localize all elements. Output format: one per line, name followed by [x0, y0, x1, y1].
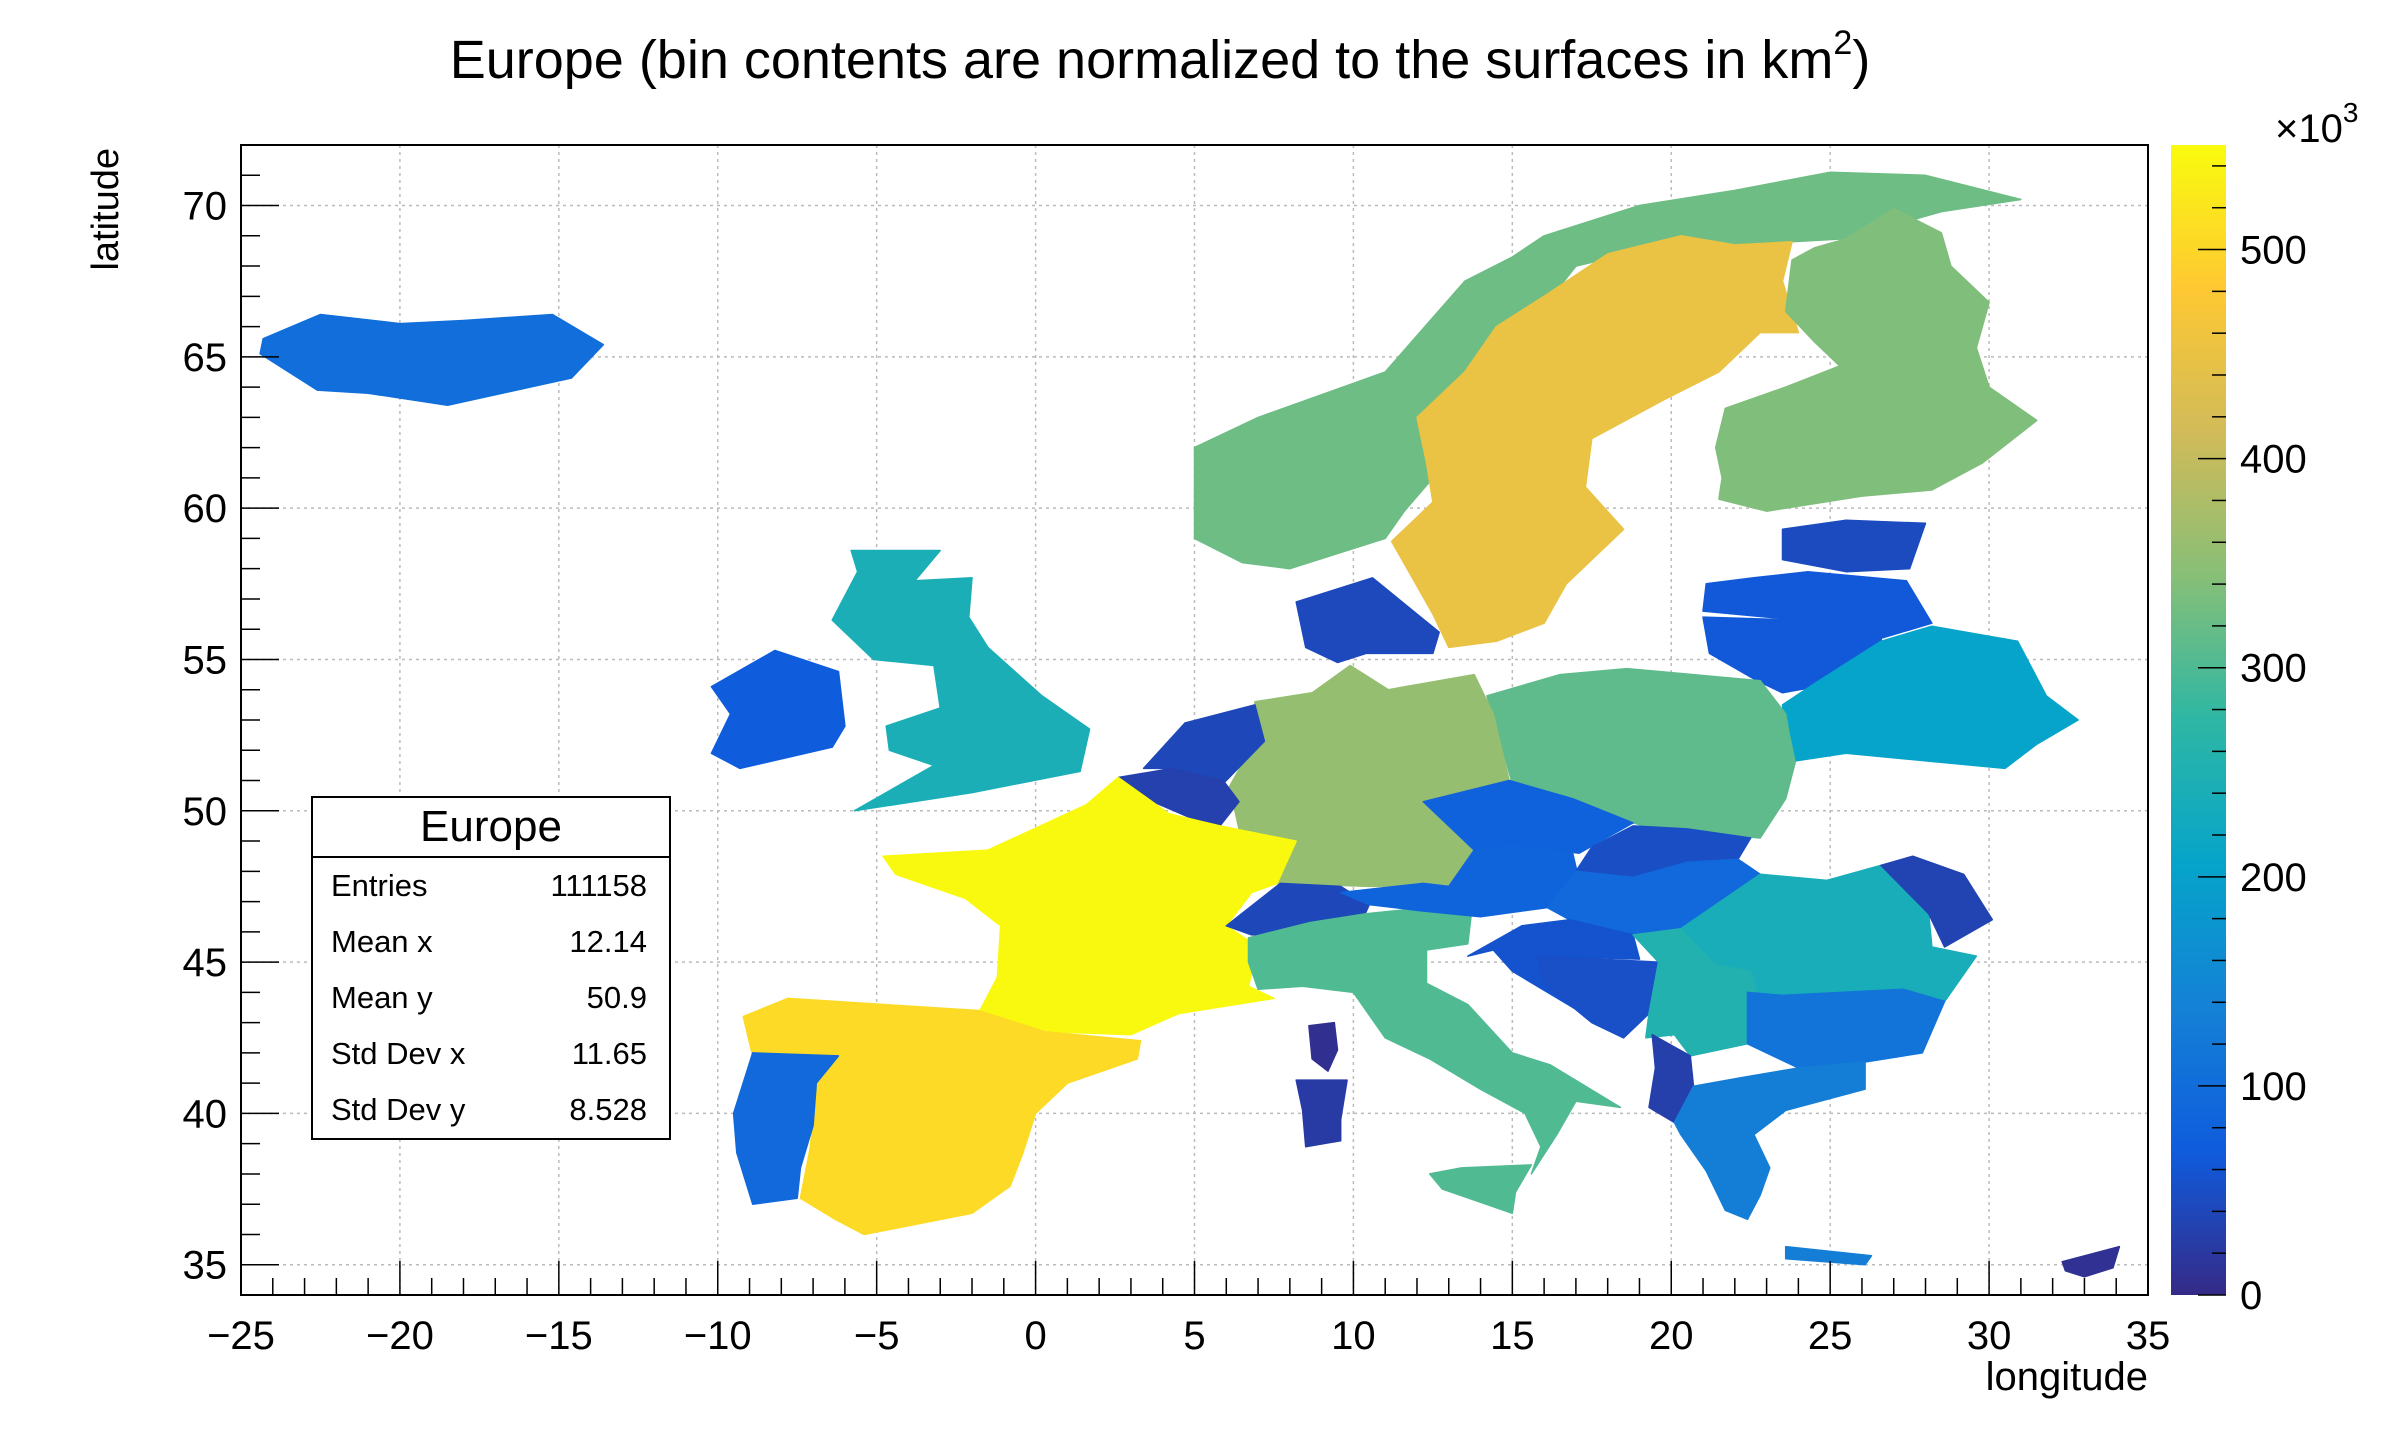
stats-rows: Entries 111158 Mean x 12.14 Mean y 50.9 Std De…	[313, 858, 669, 1138]
color-scale: 0 100 200 300 400 500	[2171, 145, 2307, 1318]
y-tick-label: 40	[183, 1092, 228, 1136]
x-tick-label: 35	[2126, 1314, 2171, 1358]
region-united-kingdom	[831, 549, 1091, 812]
y-tick-label: 55	[183, 638, 228, 682]
stats-value: 111158	[550, 868, 647, 903]
region-greece	[1673, 1061, 1866, 1221]
map-regions	[259, 171, 2121, 1278]
region-austria	[1339, 840, 1580, 918]
region-sicily	[1428, 1164, 1533, 1215]
color-scale-bar	[2171, 145, 2226, 1295]
region-serbia	[1632, 928, 1765, 1057]
color-scale-label: 200	[2240, 856, 2307, 900]
x-tick-label: −15	[525, 1314, 593, 1358]
stats-label: Mean x	[331, 924, 433, 959]
x-tick-label: 15	[1490, 1314, 1535, 1358]
stats-label: Std Dev y	[331, 1092, 466, 1127]
stats-row: Std Dev x 11.65	[313, 1026, 669, 1082]
region-czech-republic	[1422, 779, 1634, 854]
stats-title: Europe	[313, 798, 669, 858]
region-iceland	[259, 313, 605, 407]
color-scale-label: 100	[2240, 1065, 2307, 1109]
color-scale-label: 300	[2240, 647, 2307, 691]
region-crete	[1784, 1245, 1873, 1266]
axes: −25 −20 −15 −10 −5 0 5 10 15 20 25 30 35 35 40 45 50 55 60…	[183, 144, 2171, 1358]
region-ireland	[710, 649, 846, 770]
x-tick-label: 20	[1649, 1314, 1694, 1358]
region-belarus	[1781, 625, 2079, 770]
stats-value: 11.65	[571, 1036, 647, 1071]
x-tick-label: −10	[684, 1314, 752, 1358]
x-tick-label: −5	[854, 1314, 900, 1358]
x-tick-label: 10	[1331, 1314, 1376, 1358]
stats-row: Mean y 50.9	[313, 970, 669, 1026]
x-tick-label: 5	[1183, 1314, 1205, 1358]
region-moldova	[1880, 855, 1994, 948]
stats-value: 12.14	[569, 924, 647, 959]
chart-title: Europe (bin contents are normalized to t…	[450, 24, 1871, 90]
stats-row: Std Dev y 8.528	[313, 1082, 669, 1138]
color-scale-label: 400	[2240, 438, 2307, 482]
color-scale-label: 500	[2240, 229, 2307, 273]
x-axis-label: longitude	[1986, 1355, 2148, 1399]
x-tick-label: −25	[207, 1314, 275, 1358]
region-estonia	[1781, 519, 1927, 573]
stats-label: Mean y	[331, 980, 433, 1015]
region-sardinia	[1295, 1079, 1348, 1148]
region-finland	[1714, 207, 2038, 512]
x-tick-label: 30	[1967, 1314, 2012, 1358]
y-tick-label: 65	[183, 336, 228, 380]
y-tick-label: 60	[183, 487, 228, 531]
x-tick-label: −20	[366, 1314, 434, 1358]
region-cyprus	[2061, 1245, 2121, 1278]
region-denmark	[1295, 577, 1440, 664]
y-tick-label: 35	[183, 1244, 228, 1288]
stats-value: 8.528	[569, 1092, 647, 1127]
x-tick-label: 0	[1024, 1314, 1046, 1358]
y-tick-label: 45	[183, 941, 228, 985]
stats-row: Mean x 12.14	[313, 914, 669, 970]
color-scale-label: 0	[2240, 1274, 2262, 1318]
region-corsica	[1308, 1021, 1339, 1072]
region-bulgaria	[1746, 988, 1946, 1069]
region-portugal	[732, 1052, 840, 1205]
color-scale-multiplier: ×103	[2275, 97, 2358, 151]
region-italy	[1247, 906, 1622, 1175]
region-france	[882, 776, 1297, 1036]
stats-label: Entries	[331, 868, 428, 903]
stats-box: Europe Entries 111158 Mean x 12.14 Mean y 50.…	[311, 796, 671, 1140]
region-sweden	[1390, 235, 1800, 649]
y-tick-label: 50	[183, 790, 228, 834]
stats-value: 50.9	[586, 980, 647, 1015]
y-axis-label: latitude	[85, 148, 127, 271]
x-tick-label: 25	[1808, 1314, 1853, 1358]
stats-label: Std Dev x	[331, 1036, 466, 1071]
stats-row: Entries 111158	[313, 858, 669, 914]
y-tick-label: 70	[183, 185, 228, 229]
